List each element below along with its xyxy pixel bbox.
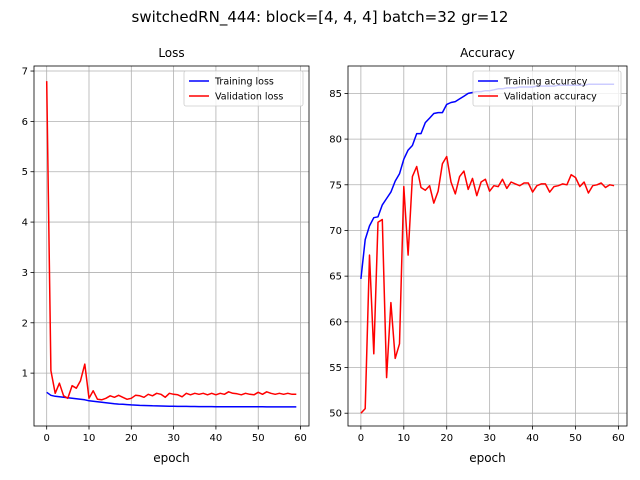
legend-label: Training accuracy — [503, 77, 588, 88]
y-tick-label: 6 — [22, 117, 28, 128]
x-tick-label: 50 — [569, 433, 582, 444]
x-tick-label: 0 — [44, 433, 50, 444]
accuracy-series-training-accuracy — [360, 83, 615, 279]
x-tick-label: 40 — [526, 433, 539, 444]
x-tick-label: 50 — [252, 433, 265, 444]
legend-label: Validation accuracy — [504, 92, 597, 103]
x-tick-label: 60 — [294, 433, 307, 444]
legend-label: Validation loss — [215, 92, 283, 103]
accuracy-subplot: Accuracy 0 10 20 30 40 50 60 50 55 60 65 70 75 80 85 epo… — [329, 46, 628, 465]
legend-box — [472, 70, 622, 107]
x-tick-label: 20 — [125, 433, 138, 444]
loss-title: Loss — [158, 46, 184, 60]
accuracy-axes-frame — [347, 65, 628, 427]
x-tick-label: 30 — [483, 433, 496, 444]
x-tick-label: 20 — [440, 433, 453, 444]
y-tick-label: 65 — [329, 272, 342, 283]
accuracy-series-validation-accuracy — [360, 155, 615, 414]
y-tick-label: 55 — [329, 363, 342, 374]
x-tick-label: 10 — [397, 433, 410, 444]
y-tick-label: 7 — [22, 67, 28, 78]
loss-x-axis-label: epoch — [153, 451, 190, 465]
x-tick-label: 60 — [612, 433, 625, 444]
y-tick-label: 5 — [22, 167, 28, 178]
legend-label: Training loss — [214, 77, 274, 88]
accuracy-title: Accuracy — [460, 46, 515, 60]
y-tick-label: 1 — [22, 369, 28, 380]
y-tick-label: 3 — [22, 268, 28, 279]
x-tick-label: 40 — [210, 433, 223, 444]
legend-box — [183, 70, 304, 107]
accuracy-legend: Training accuracy Validation accuracy — [472, 70, 622, 107]
y-tick-label: 70 — [329, 226, 342, 237]
y-tick-label: 2 — [22, 318, 28, 329]
loss-axes-frame — [33, 65, 310, 427]
y-tick-label: 60 — [329, 317, 342, 328]
loss-legend: Training loss Validation loss — [183, 70, 304, 107]
x-tick-label: 30 — [167, 433, 180, 444]
figure-title: switchedRN_444: block=[4, 4, 4] batch=32… — [132, 8, 509, 27]
accuracy-x-axis-label: epoch — [469, 451, 506, 465]
y-tick-label: 4 — [22, 218, 28, 229]
x-tick-label: 0 — [358, 433, 364, 444]
y-tick-label: 80 — [329, 135, 342, 146]
loss-series-validation-loss — [45, 81, 297, 401]
y-tick-label: 85 — [329, 89, 342, 100]
loss-series-training-loss — [46, 391, 297, 408]
x-tick-label: 10 — [83, 433, 96, 444]
y-tick-label: 75 — [329, 180, 342, 191]
loss-subplot: Loss 0 10 20 30 40 50 60 1 2 3 4 5 6 7 epoch Training lo… — [22, 46, 310, 465]
y-tick-label: 50 — [329, 409, 342, 420]
